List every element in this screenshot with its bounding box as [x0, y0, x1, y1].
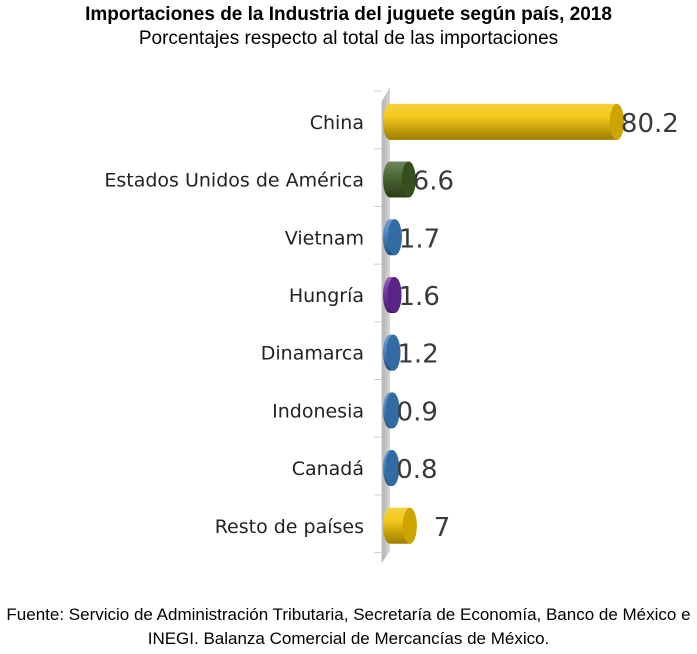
category-label: Hungría: [289, 285, 364, 307]
data-label: 1.6: [399, 282, 440, 312]
data-label: 7: [434, 513, 451, 543]
data-label: 0.9: [397, 397, 438, 427]
chart-title: Importaciones de la Industria del juguet…: [85, 4, 612, 25]
data-label: 80.2: [621, 109, 679, 139]
data-label: 1.7: [399, 224, 440, 254]
bar-cap-6: [385, 392, 400, 429]
bar-1: [383, 103, 624, 140]
axis-wall: [382, 87, 390, 563]
chart-subtitle: Porcentajes respecto al total de las imp…: [138, 28, 559, 49]
bar-cap-7: [385, 450, 400, 487]
data-label: 0.8: [396, 455, 437, 485]
category-label: Vietnam: [285, 227, 364, 249]
bar-cap-4: [387, 276, 402, 313]
source-note: Fuente: Servicio de Administración Tribu…: [6, 605, 691, 648]
data-label: 1.2: [397, 340, 438, 370]
bar-cap-5: [386, 334, 401, 371]
category-label: Resto de países: [215, 516, 364, 538]
data-label: 6.6: [413, 167, 454, 197]
category-label: Estados Unidos de América: [104, 170, 364, 192]
bar-cap-3: [387, 219, 402, 256]
category-label: Dinamarca: [261, 343, 364, 365]
bar-cap-1: [609, 103, 624, 140]
category-label: China: [310, 112, 364, 134]
category-label: Indonesia: [272, 400, 364, 422]
category-label: Canadá: [292, 458, 364, 480]
bar-cap-8: [402, 507, 417, 544]
bar-cap-2: [401, 161, 416, 198]
